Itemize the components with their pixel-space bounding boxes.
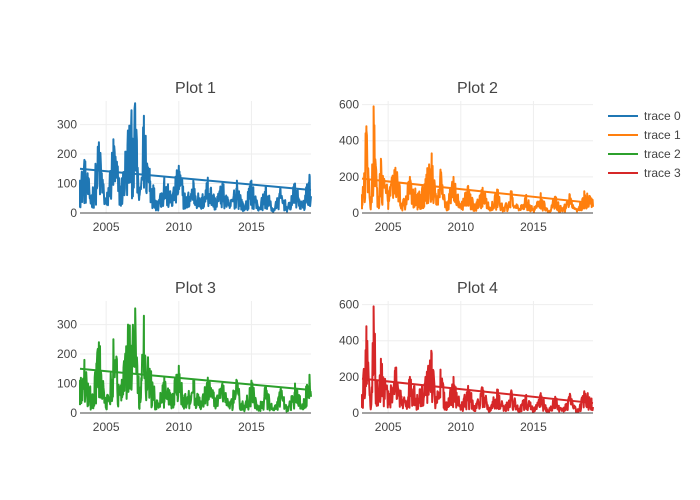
y-tick-label: 200 xyxy=(339,370,359,384)
legend-item-trace-0[interactable]: trace 0 xyxy=(608,106,681,125)
y-tick-label: 400 xyxy=(339,334,359,348)
y-tick-label: 0 xyxy=(352,406,359,420)
subplot-title: Plot 3 xyxy=(175,280,216,297)
subplot-title: Plot 2 xyxy=(457,80,498,97)
y-tick-label: 100 xyxy=(57,177,77,191)
y-tick-label: 300 xyxy=(57,118,77,132)
legend-swatch xyxy=(608,152,638,155)
trend-line xyxy=(79,367,312,392)
subplot-title: Plot 1 xyxy=(175,80,216,97)
x-tick-label: 2010 xyxy=(447,220,474,234)
x-tick-label: 2015 xyxy=(238,220,265,234)
trend-line xyxy=(79,167,312,192)
x-tick-label: 2005 xyxy=(93,420,120,434)
trend-line xyxy=(361,377,594,405)
subplot-1: Plot 1 0 100 200 300 2005 2010 2015 xyxy=(57,80,312,234)
x-tick-label: 2010 xyxy=(165,420,192,434)
x-tick-label: 2010 xyxy=(447,420,474,434)
trend-line xyxy=(361,177,594,205)
legend-swatch xyxy=(608,114,638,117)
y-tick-label: 0 xyxy=(352,206,359,220)
x-tick-label: 2005 xyxy=(375,220,402,234)
x-tick-label: 2005 xyxy=(375,420,402,434)
subplot-title: Plot 4 xyxy=(457,280,498,297)
legend-label: trace 3 xyxy=(644,165,681,180)
series-line-trace-0 xyxy=(79,102,312,213)
legend-swatch xyxy=(608,133,638,136)
x-tick-label: 2015 xyxy=(520,420,547,434)
legend-item-trace-3[interactable]: trace 3 xyxy=(608,163,681,182)
legend-item-trace-1[interactable]: trace 1 xyxy=(608,125,681,144)
x-tick-label: 2010 xyxy=(165,220,192,234)
series-line-trace-3 xyxy=(361,305,594,414)
legend-swatch xyxy=(608,171,638,174)
series-line-trace-1 xyxy=(361,105,594,214)
y-tick-label: 100 xyxy=(57,377,77,391)
legend-label: trace 1 xyxy=(644,127,681,142)
x-tick-label: 2005 xyxy=(93,220,120,234)
y-tick-label: 600 xyxy=(339,298,359,312)
subplot-4: Plot 4 0 200 400 600 2005 2010 2015 xyxy=(339,280,594,434)
x-tick-label: 2015 xyxy=(520,220,547,234)
y-tick-label: 0 xyxy=(70,206,77,220)
y-tick-label: 200 xyxy=(57,347,77,361)
y-tick-label: 400 xyxy=(339,134,359,148)
legend-label: trace 0 xyxy=(644,108,681,123)
y-tick-label: 200 xyxy=(57,147,77,161)
y-tick-label: 600 xyxy=(339,98,359,112)
y-tick-label: 300 xyxy=(57,318,77,332)
subplot-2: Plot 2 0 200 400 600 2005 2010 2015 xyxy=(339,80,594,234)
legend-item-trace-2[interactable]: trace 2 xyxy=(608,144,681,163)
legend: trace 0 trace 1 trace 2 trace 3 xyxy=(608,106,681,182)
subplot-3: Plot 3 0 100 200 300 2005 2010 2015 xyxy=(57,280,312,434)
x-tick-label: 2015 xyxy=(238,420,265,434)
series-line-trace-2 xyxy=(79,307,312,413)
y-tick-label: 0 xyxy=(70,406,77,420)
legend-label: trace 2 xyxy=(644,146,681,161)
y-tick-label: 200 xyxy=(339,170,359,184)
